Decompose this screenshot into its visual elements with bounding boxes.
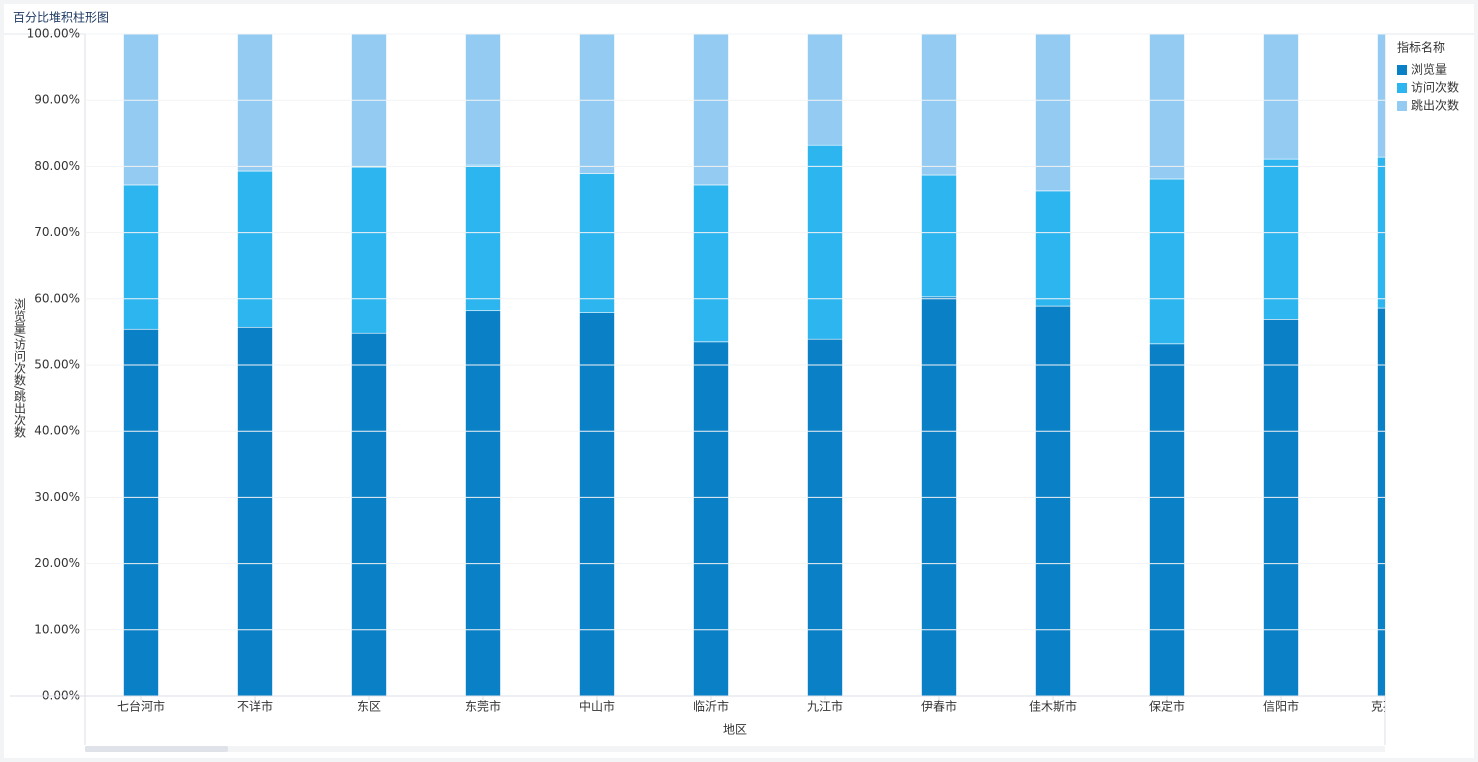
bar-segment — [807, 33, 843, 146]
y-axis-title: 浏览量/访问次数/跳出次数 — [13, 298, 27, 439]
x-tick-label: 中山市 — [579, 699, 615, 714]
legend-swatch — [1397, 101, 1407, 111]
chart-title: 百分比堆积柱形图 — [13, 10, 109, 25]
scrollbar-track[interactable] — [85, 746, 1385, 752]
y-tick-label: 90.00% — [34, 93, 80, 107]
bar-segment — [1263, 319, 1299, 697]
bar-segment — [465, 164, 501, 312]
y-tick-label: 20.00% — [34, 556, 80, 570]
bar-segment — [237, 170, 273, 328]
bar-segment — [921, 33, 957, 176]
bar-segment — [1035, 33, 1071, 192]
scrollbar-thumb[interactable] — [85, 746, 228, 752]
x-tick-label: 东莞市 — [465, 699, 501, 714]
x-tick-label: 九江市 — [807, 699, 843, 714]
x-tick-label: 七台河市 — [117, 699, 165, 714]
bar-segment — [693, 33, 729, 186]
legend-label[interactable]: 跳出次数 — [1411, 98, 1459, 113]
bar-segment — [237, 326, 273, 697]
legend-title: 指标名称 — [1397, 40, 1445, 55]
y-tick-label: 10.00% — [34, 622, 80, 636]
x-axis-title: 地区 — [723, 723, 747, 737]
bar-segment — [465, 33, 501, 166]
legend-swatch — [1397, 83, 1407, 93]
y-tick-label: 100.00% — [27, 27, 80, 41]
legend-label[interactable]: 访问次数 — [1411, 80, 1459, 95]
bar-segment — [1377, 33, 1385, 158]
x-tick-label: 佳木斯市 — [1029, 699, 1077, 714]
bar-segment — [807, 338, 843, 697]
card — [4, 4, 1474, 758]
plot-area: 七台河市 不详市 东区 东莞市 中山市 临沂市 九江市 伊春市 佳木斯市 保定市 信阳市 克孜勒苏 — [117, 33, 1419, 714]
bar-segment — [579, 33, 615, 174]
bar-segment — [1377, 307, 1385, 697]
bar-segment — [921, 174, 957, 298]
x-tick-label: 伊春市 — [921, 699, 957, 714]
x-tick-label: 东区 — [357, 700, 381, 714]
bar-segment — [1263, 158, 1299, 320]
bar-segment — [351, 332, 387, 697]
bar-segment — [123, 184, 159, 330]
legend-label[interactable]: 浏览量 — [1411, 62, 1447, 77]
bar-segment — [579, 173, 615, 314]
x-tick-label: 不详市 — [237, 699, 273, 714]
y-tick-label: 60.00% — [34, 291, 80, 305]
bar-segment — [1149, 178, 1185, 345]
bar-segment — [1149, 343, 1185, 697]
bar-segment — [123, 328, 159, 697]
y-tick-label: 50.00% — [34, 358, 80, 372]
bar-segment — [1149, 33, 1185, 180]
bar-segment — [693, 184, 729, 343]
y-tick-label: 80.00% — [34, 159, 80, 173]
bar-segment — [693, 341, 729, 697]
bar-segment — [351, 166, 387, 334]
x-tick-label: 临沂市 — [693, 699, 729, 714]
bar-segment — [579, 312, 615, 697]
y-tick-label: 40.00% — [34, 424, 80, 438]
legend-swatch — [1397, 65, 1407, 75]
y-tick-label: 30.00% — [34, 490, 80, 504]
bar-segment — [237, 33, 273, 172]
y-tick-label: 70.00% — [34, 225, 80, 239]
x-tick-label: 保定市 — [1149, 699, 1185, 714]
bar-segment — [807, 144, 843, 340]
bar-segment — [921, 296, 957, 697]
bar-segment — [123, 33, 159, 186]
bar-segment — [1035, 190, 1071, 307]
x-tick-label: 信阳市 — [1263, 699, 1299, 714]
bar-segment — [1263, 33, 1299, 160]
bar-segment — [465, 310, 501, 697]
x-tick-label: 克孜勒苏 — [1371, 700, 1419, 714]
